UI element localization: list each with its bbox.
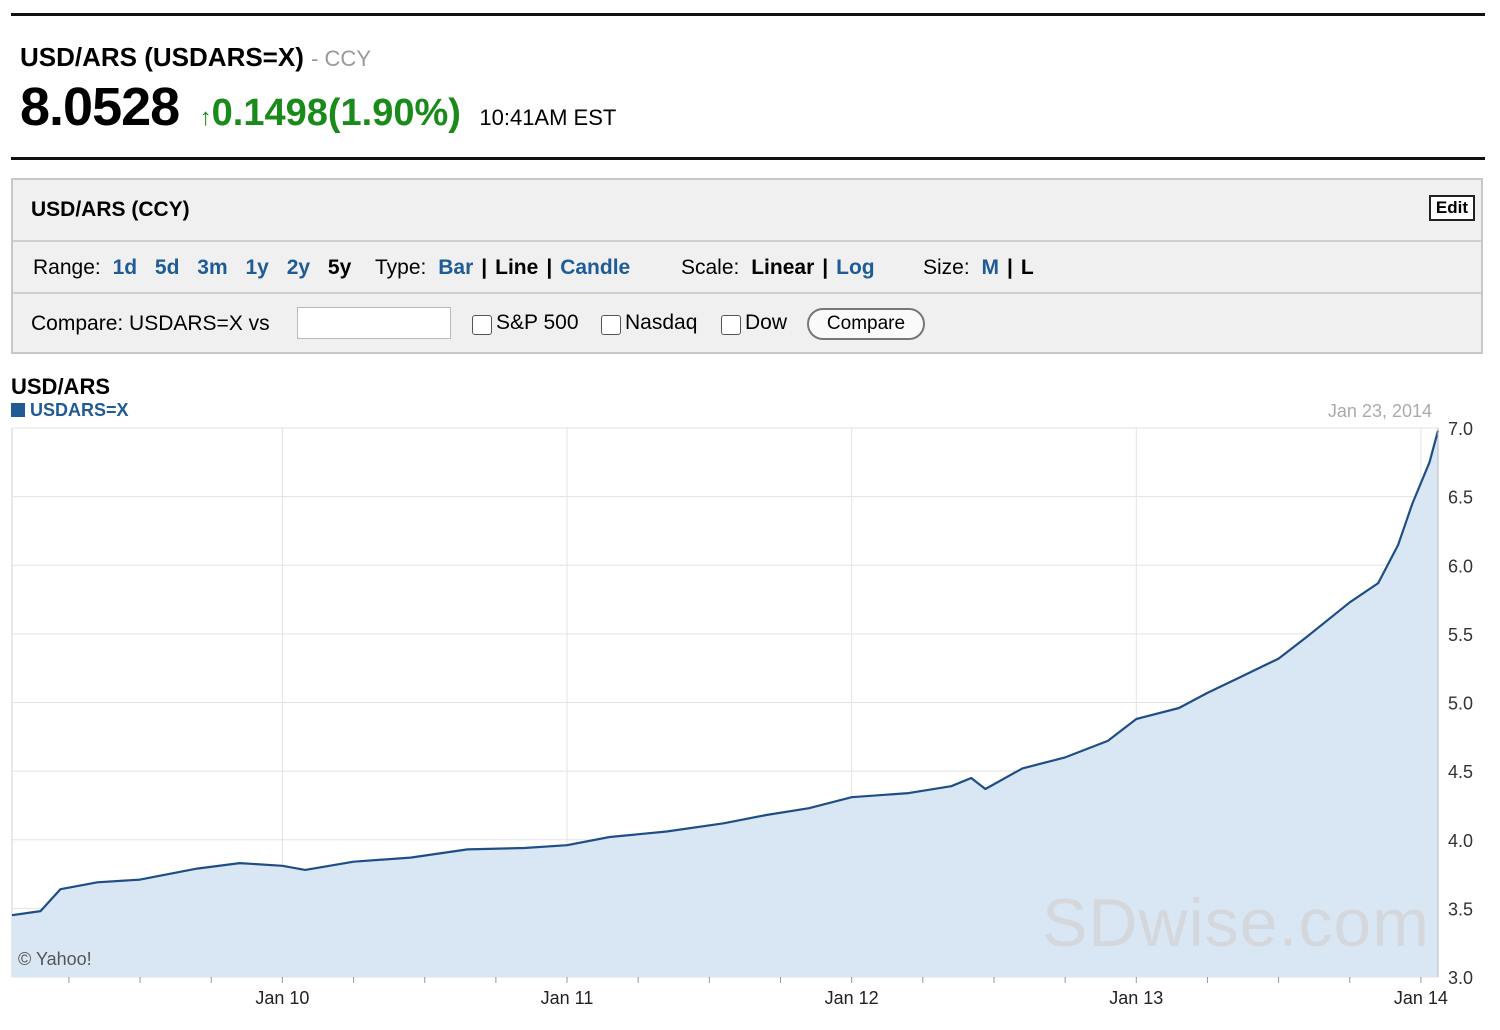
- y-tick-label: 7.0: [1448, 420, 1473, 439]
- range-label: Range:: [33, 256, 101, 279]
- type-control: Type: Bar | Line | Candle: [375, 256, 630, 280]
- quote-time: 10:41AM EST: [479, 105, 617, 130]
- type-label: Type:: [375, 256, 427, 279]
- chart-controls-panel: USD/ARS (CCY) Edit Range: 1d 5d 3m 1y 2y…: [11, 178, 1483, 354]
- scale-linear[interactable]: Linear: [751, 256, 815, 279]
- chart-legend: USDARS=X: [11, 400, 129, 421]
- last-price: 8.0528: [20, 77, 180, 137]
- x-tick-label: Jan 11: [541, 988, 594, 1008]
- separator: |: [481, 256, 488, 279]
- nasdaq-label: Nasdaq: [625, 311, 698, 334]
- y-tick-label: 5.0: [1448, 694, 1473, 714]
- edit-button[interactable]: Edit: [1428, 195, 1475, 221]
- nasdaq-checkbox[interactable]: [601, 315, 621, 335]
- range-1d[interactable]: 1d: [112, 256, 138, 279]
- quote-line: 8.0528 ↑0.1498(1.90%) 10:41AM EST: [20, 76, 616, 138]
- ticker-title: USD/ARS (USDARS=X): [20, 42, 304, 72]
- separator: |: [546, 256, 553, 279]
- exchange-label: - CCY: [311, 46, 371, 71]
- panel-header: USD/ARS (CCY) Edit: [13, 180, 1481, 242]
- panel-title: USD/ARS (CCY): [31, 198, 190, 221]
- x-tick-label: Jan 13: [1109, 988, 1163, 1008]
- header-rule: [11, 157, 1485, 160]
- series-area-fill: [12, 430, 1438, 977]
- size-label: Size:: [923, 256, 970, 279]
- range-5y[interactable]: 5y: [327, 256, 352, 279]
- legend-series-name: USDARS=X: [30, 400, 129, 420]
- scale-log[interactable]: Log: [836, 256, 875, 279]
- y-tick-label: 6.5: [1448, 488, 1473, 508]
- size-control: Size: M | L: [923, 256, 1034, 280]
- range-1y[interactable]: 1y: [245, 256, 269, 279]
- range-3m[interactable]: 3m: [197, 256, 228, 279]
- series-line-usdars: [11, 430, 1440, 917]
- page-title: USD/ARS (USDARS=X) - CCY: [20, 42, 371, 73]
- range-5d[interactable]: 5d: [154, 256, 180, 279]
- y-tick-label: 3.5: [1448, 899, 1473, 919]
- y-tick-label: 4.5: [1448, 762, 1473, 782]
- legend-swatch: [11, 403, 25, 417]
- dow-label: Dow: [745, 311, 788, 334]
- chart-title: USD/ARS: [11, 374, 111, 399]
- range-2y[interactable]: 2y: [286, 256, 311, 279]
- usd-ars-chart[interactable]: 3.0 3.5 4.0 4.5 5.0 5.5 6.0 6.5 7.0 Jan 10 Jan 11 J…: [0, 420, 1500, 1020]
- separator: |: [822, 256, 829, 279]
- dow-checkbox[interactable]: [721, 315, 741, 335]
- separator: |: [1007, 256, 1013, 279]
- type-bar[interactable]: Bar: [438, 256, 474, 279]
- compare-row: Compare: USDARS=X vs S&P 500 Nasdaq Dow …: [13, 294, 1481, 354]
- type-candle[interactable]: Candle: [560, 256, 631, 279]
- y-tick-label: 3.0: [1448, 968, 1473, 988]
- compare-label: Compare: USDARS=X vs: [31, 312, 270, 335]
- type-line[interactable]: Line: [495, 256, 539, 279]
- sp500-label: S&P 500: [496, 311, 579, 334]
- y-tick-label: 4.0: [1448, 831, 1473, 851]
- sp500-checkbox[interactable]: [472, 315, 492, 335]
- scale-control: Scale: Linear | Log: [681, 256, 875, 280]
- compare-input[interactable]: [297, 307, 451, 339]
- range-control: Range: 1d 5d 3m 1y 2y 5y: [33, 256, 351, 280]
- y-tick-label: 6.0: [1448, 556, 1473, 576]
- x-tick-label: Jan 10: [255, 988, 309, 1008]
- y-tick-label: 5.5: [1448, 625, 1473, 645]
- x-tick-label: Jan 14: [1394, 988, 1448, 1008]
- up-arrow-icon: ↑: [199, 104, 212, 131]
- size-l[interactable]: L: [1020, 256, 1034, 279]
- watermark: SDwise.com: [1042, 885, 1430, 961]
- price-change: 0.1498(1.90%): [211, 92, 461, 134]
- scale-label: Scale:: [681, 256, 740, 279]
- copyright-label: © Yahoo!: [18, 949, 92, 969]
- top-rule: [11, 13, 1485, 16]
- size-m[interactable]: M: [981, 256, 1000, 279]
- chart-date-label: Jan 23, 2014: [1327, 401, 1432, 421]
- compare-button[interactable]: Compare: [807, 308, 925, 340]
- x-tick-label: Jan 12: [825, 988, 879, 1008]
- options-row: Range: 1d 5d 3m 1y 2y 5y Type: Bar | Line |…: [13, 242, 1481, 294]
